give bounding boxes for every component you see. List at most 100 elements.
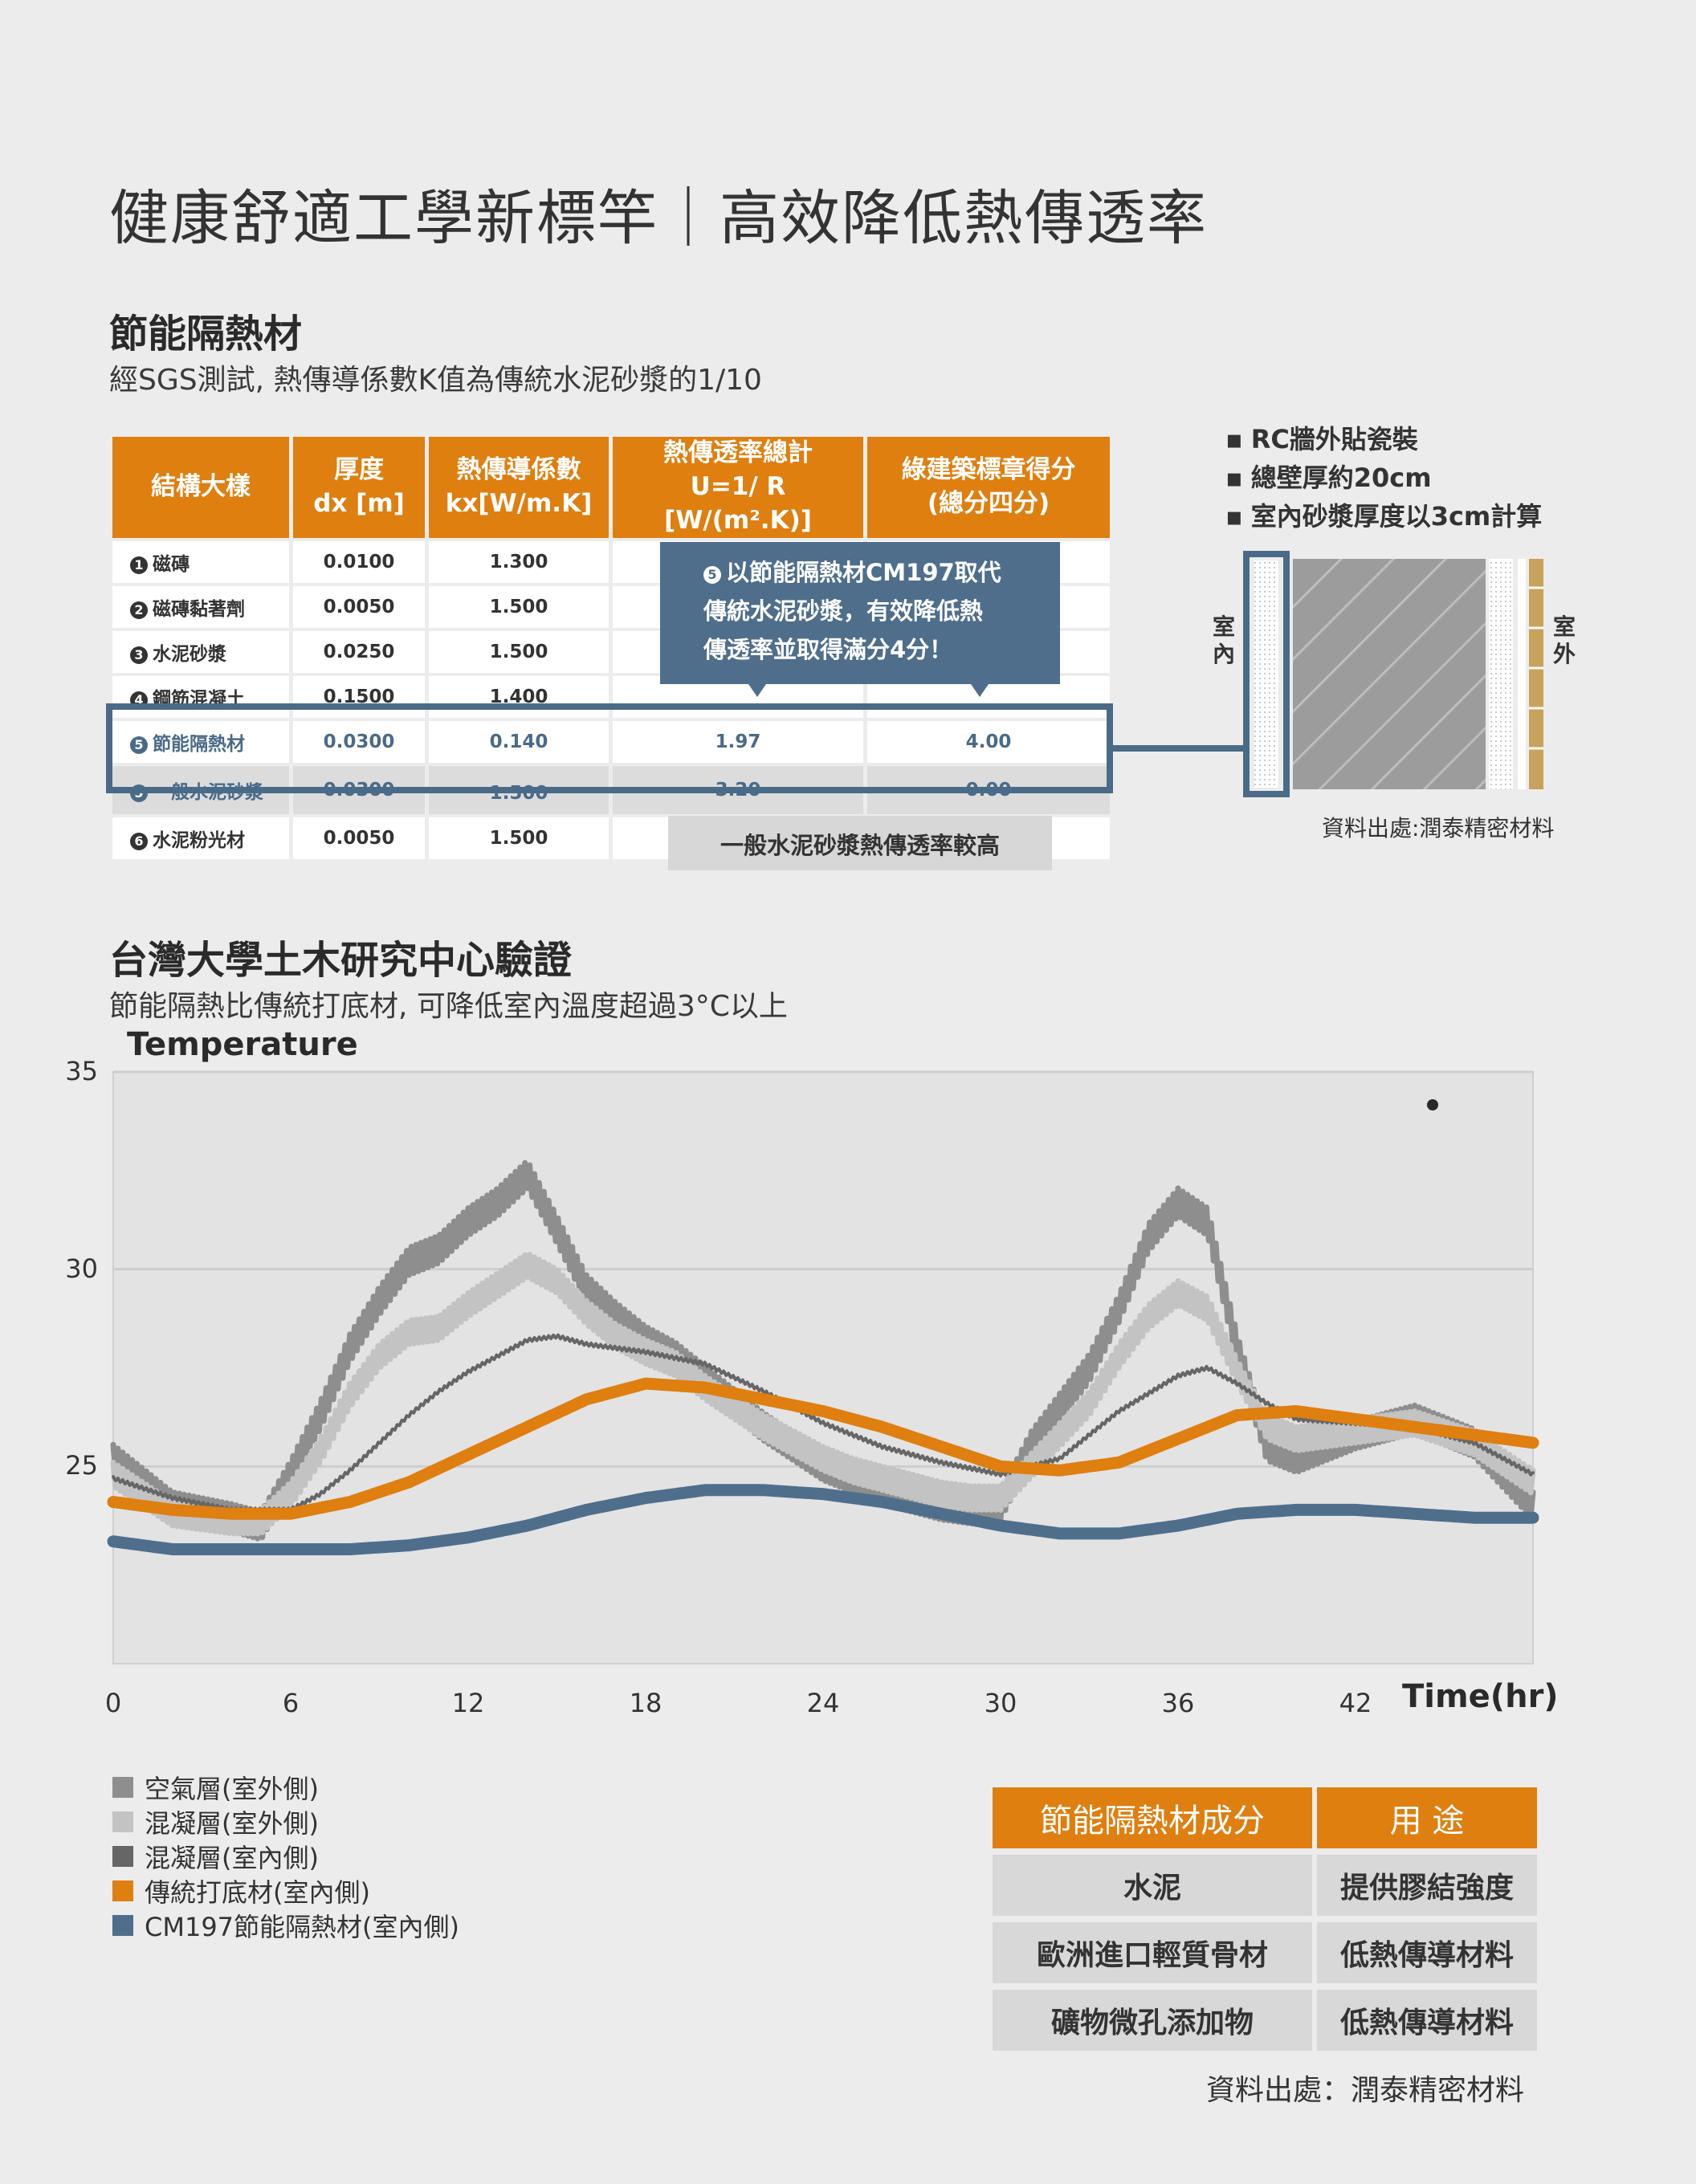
x-tick-label: 30 [984,1688,1017,1718]
ingredient-item-cell: 歐洲進口輕質骨材 [993,1922,1312,1983]
section-title-verification: 台灣大學土木研究中心驗證 [109,938,573,983]
ingredient-use-cell: 提供膠結強度 [1317,1855,1537,1916]
legend-swatch [112,1914,133,1936]
layer-name-cell: 4 鋼筋混凝土 [112,675,289,718]
legend-swatch [112,1880,133,1901]
wall-source-note: 資料出處:潤泰精密材料 [1322,815,1555,841]
x-tick-label: 24 [806,1688,840,1718]
callout-line-2: 傳統水泥砂漿，有效降低熱 [703,597,984,625]
legend-swatch [112,1845,133,1867]
chart-dot-marker [1427,1099,1438,1110]
layer-conductivity-cell: 0.140 [429,720,609,763]
layer-number-badge: 5 [130,735,148,754]
legend-label: CM197節能隔熱材(室內側) [145,1911,460,1942]
legend-item: 混凝層(室外側) [112,1804,459,1839]
series-line [107,1377,1539,1520]
footer-source-note: 資料出處：潤泰精密材料 [1206,2074,1525,2107]
ingredient-row: 水泥 提供膠結強度 [993,1855,1537,1916]
ingredient-use-cell: 低熱傳導材料 [1317,1990,1537,2051]
wall-note-3: 室內砂漿厚度以3cm計算 [1225,496,1543,533]
series-lines [107,1159,1539,1555]
x-tick-label: 18 [629,1688,662,1718]
callout-pointer-score [971,684,989,697]
layer-name-cell: 5 節能隔熱材 [112,720,289,763]
section-title-insulation: 節能隔熱材 [109,312,303,357]
x-axis-label: Time(hr) [1402,1678,1559,1715]
callout-pointer-u [748,684,766,697]
legend-label: 混凝層(室外側) [145,1807,319,1839]
legend-label: 傳統打底材(室內側) [145,1876,370,1908]
legend-swatch [112,1776,133,1798]
ingredient-row: 礦物微孔添加物 低熱傳導材料 [993,1990,1537,2051]
wall-tile-joints [1529,586,1543,750]
wall-insulation-outline [1243,551,1290,797]
plot-area [112,1071,1534,1664]
layer-name-cell: 6 水泥粉光材 [112,817,289,859]
series-line [110,1252,1536,1537]
wall-adhesive-layer [1518,559,1526,789]
wall-mortar-layer [1489,559,1513,789]
legend-item: CM197節能隔熱材(室內側) [112,1908,459,1942]
layer-conductivity-cell: 1.500 [429,630,609,673]
layer-number-badge: 6 [130,832,148,850]
wall-section-diagram [1243,551,1543,797]
ingredients-header-item: 節能隔熱材成分 [993,1787,1312,1848]
layer-name-cell: 1 磁磚 [112,540,289,583]
chart-title: Temperature [127,1026,358,1063]
layer-number-badge: 2 [130,601,148,619]
label-outside: 室外 [1552,613,1576,667]
header-score: 綠建築標章得分 (總分四分) [867,437,1110,538]
callout-line-1: 以節能隔熱材CM197取代 [726,559,1001,586]
layer-name-cell: 2 磁磚黏著劑 [112,585,289,628]
x-tick-label: 0 [104,1688,122,1718]
y-tick-label: 30 [65,1253,98,1284]
callout-box: 5 以節能隔熱材CM197取代 傳統水泥砂漿，有效降低熱 傳透率並取得滿分4分！ [660,542,1060,684]
x-tick-label: 12 [451,1688,485,1718]
series-line [107,1484,1539,1555]
wall-tile-layer [1529,559,1543,789]
layer-transmittance-cell: 1.97 [613,720,863,763]
ingredient-row: 歐洲進口輕質骨材 低熱傳導材料 [993,1922,1537,1983]
x-tick-label: 42 [1339,1688,1372,1718]
header-conductivity: 熱傳導係數 kx[W/m.K] [429,437,609,538]
x-tick-label: 6 [282,1688,300,1718]
layer-thickness-cell: 0.0100 [293,540,425,583]
wall-concrete-layer [1293,559,1486,789]
layer-thickness-cell: 0.0250 [293,630,425,673]
legend-item: 傳統打底材(室內側) [112,1873,459,1908]
x-tick-label: 36 [1161,1688,1195,1718]
layer-score-cell: 4.00 [867,720,1110,763]
section-subtitle-insulation: 經SGS測試, 熱傳導係數K值為傳統水泥砂漿的1/10 [109,364,762,397]
legend-item: 混凝層(室內側) [112,1839,459,1873]
highlight-frame [106,703,1113,793]
section-subtitle-verification: 節能隔熱比傳統打底材, 可降低室內溫度超過3°C以上 [109,990,788,1023]
layer-name-cell: 3 水泥砂漿 [112,630,289,673]
ingredient-item-cell: 礦物微孔添加物 [993,1990,1312,2051]
layer-number-badge: 3 [130,646,148,664]
layer-thickness-cell: 0.0050 [293,585,425,628]
layer-conductivity-cell: 1.500 [429,585,609,628]
wall-note-1: RC牆外貼瓷裝 [1225,419,1418,456]
legend-item: 空氣層(室外側) [112,1770,459,1804]
chart-legend: 空氣層(室外側) 混凝層(室外側) 混凝層(室內側) 傳統打底材(室內側) CM197節… [112,1770,459,1942]
header-structure: 結構大樣 [112,437,289,538]
ingredients-header-use: 用 途 [1317,1787,1537,1848]
label-inside: 室內 [1212,613,1235,667]
ingredients-table: 節能隔熱材成分 用 途 水泥 提供膠結強度 歐洲進口輕質骨材 低熱傳導材料 礦物微孔添加… [988,1781,1542,2057]
legend-label: 空氣層(室外側) [145,1773,319,1804]
legend-label: 混凝層(室內側) [145,1842,319,1873]
page-title: 健康舒適工學新標竿｜高效降低熱傳透率 [109,184,1208,253]
layer-conductivity-cell: 1.300 [429,540,609,583]
header-transmittance: 熱傳透率總計 U=1/ R [W/(m².K)] [613,437,863,538]
legend-swatch [112,1811,133,1832]
layer-row: 5 節能隔熱材 0.0300 0.140 1.97 4.00 [112,720,1110,763]
ingredient-use-cell: 低熱傳導材料 [1317,1922,1537,1983]
y-tick-label: 25 [65,1450,98,1481]
y-tick-label: 35 [65,1056,98,1086]
layer-conductivity-cell: 1.500 [429,817,609,859]
series-line [112,1333,1535,1514]
callout-number: 5 [703,566,721,584]
highlight-connector [1113,745,1248,752]
gray-note-tag: 一般水泥砂漿熱傳透率較高 [668,816,1052,870]
header-thickness: 厚度 dx [m] [293,437,425,538]
